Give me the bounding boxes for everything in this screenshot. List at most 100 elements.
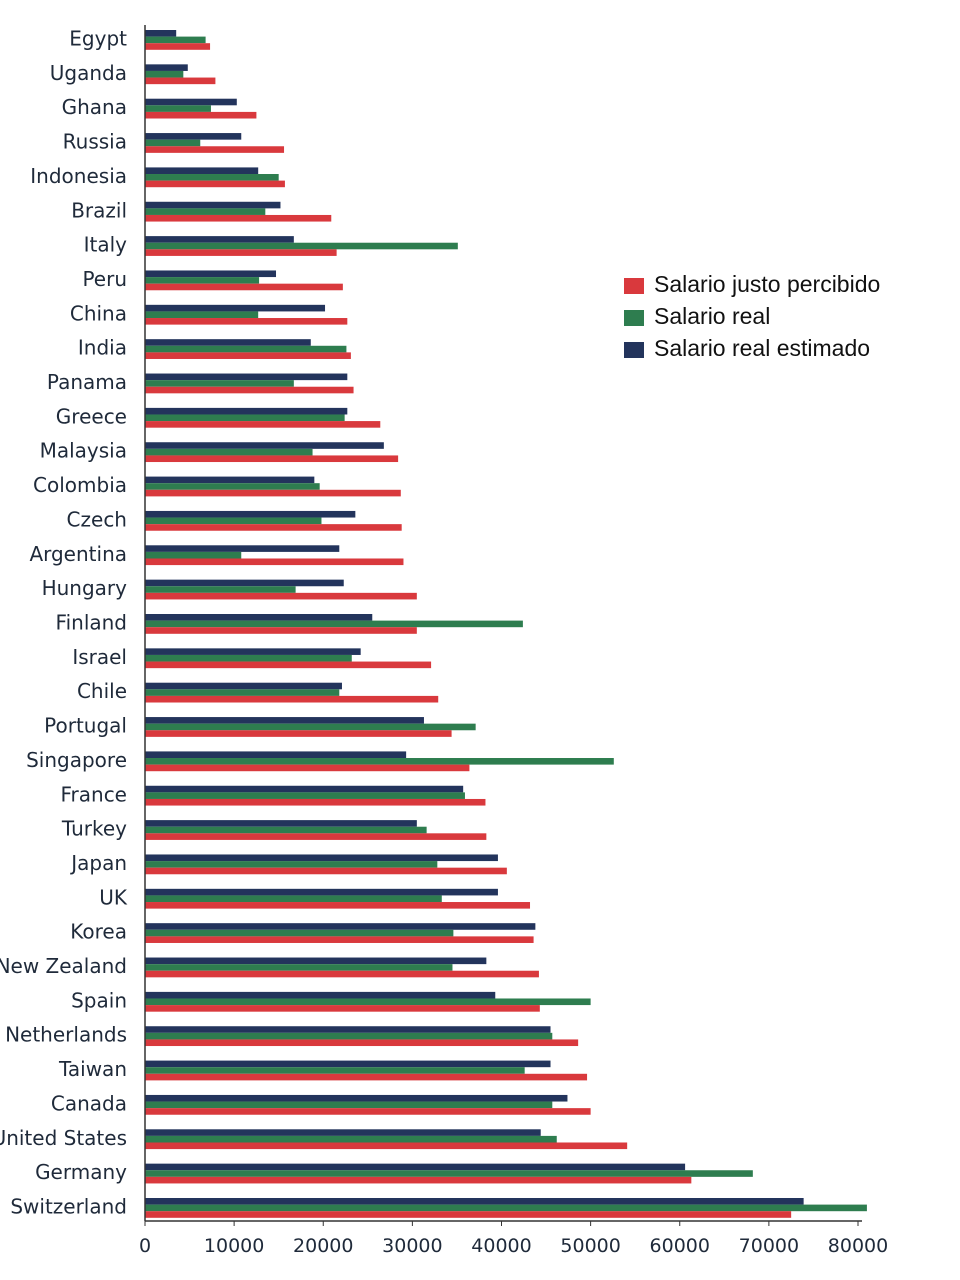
category-label: Indonesia xyxy=(30,164,127,188)
bar xyxy=(145,998,591,1006)
category-label: Portugal xyxy=(44,714,127,738)
x-axis-ticks: 0 10000 20000 30000 40000 50000 60000 70000 8000… xyxy=(139,1221,888,1257)
bar xyxy=(145,242,458,250)
x-tick-label: 30000 xyxy=(382,1235,442,1257)
bar xyxy=(145,545,340,552)
bar xyxy=(145,304,326,312)
bar xyxy=(145,895,442,903)
bar xyxy=(145,414,345,422)
x-tick-label: 20000 xyxy=(293,1235,353,1257)
bar xyxy=(145,311,259,319)
x-tick-label: 40000 xyxy=(471,1235,531,1257)
category-label: India xyxy=(78,336,127,360)
bar xyxy=(145,270,277,278)
bar xyxy=(145,867,507,875)
bar xyxy=(145,1176,692,1184)
bar xyxy=(145,695,439,703)
bar xyxy=(145,620,523,628)
category-label: Egypt xyxy=(69,27,127,51)
bar xyxy=(145,483,320,490)
x-tick-label: 10000 xyxy=(204,1235,264,1257)
legend-label: Salario real estimado xyxy=(654,334,871,361)
bar xyxy=(145,648,361,655)
category-label: Netherlands xyxy=(5,1023,127,1047)
bar xyxy=(145,345,347,353)
bar xyxy=(145,283,343,291)
legend-swatch xyxy=(624,342,644,358)
category-label: Colombia xyxy=(33,473,127,497)
bar xyxy=(145,407,348,415)
bar xyxy=(145,448,313,456)
bar xyxy=(145,861,438,868)
category-label: Singapore xyxy=(26,748,127,772)
bar xyxy=(145,510,356,518)
category-label: France xyxy=(60,782,127,806)
bar xyxy=(145,174,279,181)
bar xyxy=(145,133,242,140)
bar xyxy=(145,1073,588,1081)
bar xyxy=(145,70,184,78)
legend-label: Salario real xyxy=(654,302,771,329)
bar xyxy=(145,730,452,737)
legend-item-salario-real-estimado: Salario real estimado xyxy=(624,332,880,364)
bar xyxy=(145,249,337,256)
bar xyxy=(145,1170,753,1177)
category-label: Taiwan xyxy=(58,1057,127,1081)
bar xyxy=(145,30,177,37)
bar xyxy=(145,339,311,346)
bar xyxy=(145,1204,867,1212)
legend-item-salario-real: Salario real xyxy=(624,300,880,332)
bar xyxy=(145,689,340,696)
category-label: Ghana xyxy=(62,95,127,119)
bar xyxy=(145,64,188,71)
category-label: Czech xyxy=(67,507,127,531)
bar xyxy=(145,798,486,806)
bar xyxy=(145,820,417,827)
bar xyxy=(145,964,453,971)
x-tick-label: 60000 xyxy=(650,1235,710,1257)
category-label: Japan xyxy=(69,851,127,875)
bar xyxy=(145,373,348,381)
bar xyxy=(145,1198,804,1205)
bar xyxy=(145,380,294,387)
category-label: Spain xyxy=(71,988,127,1012)
bar xyxy=(145,98,237,106)
legend-swatch xyxy=(624,310,644,326)
bar xyxy=(145,1108,591,1115)
bar xyxy=(145,517,322,525)
category-label: Chile xyxy=(77,679,127,703)
bar xyxy=(145,201,281,209)
category-label: Argentina xyxy=(29,542,127,566)
bar xyxy=(145,1101,553,1109)
bar xyxy=(145,579,344,587)
bar xyxy=(145,352,351,359)
bar xyxy=(145,923,536,930)
bar xyxy=(145,421,381,428)
category-label: China xyxy=(70,301,127,325)
category-label: Brazil xyxy=(71,198,127,222)
bar xyxy=(145,785,464,793)
legend-item-salario-justo: Salario justo percibido xyxy=(624,268,880,300)
bar xyxy=(145,442,384,449)
category-label: Hungary xyxy=(42,576,128,600)
bar xyxy=(145,902,531,909)
bar xyxy=(145,180,285,188)
legend-label: Salario justo percibido xyxy=(654,270,881,297)
category-label: Panama xyxy=(47,370,127,394)
category-label: Peru xyxy=(82,267,127,291)
x-tick-label: 70000 xyxy=(739,1235,799,1257)
bar xyxy=(145,1135,557,1143)
bars xyxy=(145,30,867,1218)
bar xyxy=(145,1142,628,1150)
category-label: Italy xyxy=(84,233,128,257)
bar xyxy=(145,627,417,634)
bar xyxy=(145,476,315,484)
bar xyxy=(145,489,401,497)
category-label: Korea xyxy=(70,920,127,944)
category-label: UK xyxy=(99,885,128,909)
bar xyxy=(145,208,266,215)
bar xyxy=(145,751,407,759)
bar xyxy=(145,1060,551,1068)
bar xyxy=(145,936,534,943)
